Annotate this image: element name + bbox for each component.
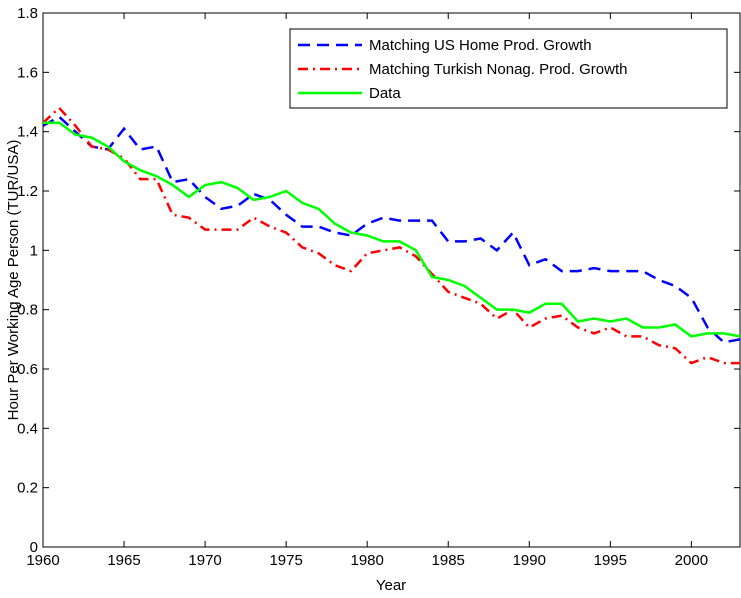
plot-content <box>42 12 741 548</box>
legend-box <box>289 28 728 109</box>
x-tick-label: 1985 <box>432 552 465 569</box>
legend-label: Data <box>369 85 401 102</box>
x-tick-label: 1960 <box>26 552 59 569</box>
y-axis-label: Hour Per Working Age Person (TUR/USA) <box>5 140 22 421</box>
y-tick-label: 0.8 <box>17 302 38 319</box>
legend: Matching US Home Prod. Growth Matching Tu… <box>298 37 627 102</box>
y-tick-label: 0.6 <box>17 361 38 378</box>
y-tick-label: 1.6 <box>17 64 38 81</box>
y-tick-label: 1.4 <box>17 124 38 141</box>
x-tick-label: 1995 <box>594 552 627 569</box>
x-tick-label: 1990 <box>513 552 546 569</box>
y-tick-label: 0.2 <box>17 480 38 497</box>
x-tick-label: 1980 <box>350 552 383 569</box>
x-tick-label: 1965 <box>107 552 140 569</box>
legend-label: Matching US Home Prod. Growth <box>369 37 592 54</box>
y-tick-label: 1.2 <box>17 183 38 200</box>
x-tick-label: 1970 <box>188 552 221 569</box>
x-axis-label: Year <box>376 577 406 594</box>
y-tick-label: 0 <box>30 539 38 556</box>
legend-label: Matching Turkish Nonag. Prod. Growth <box>369 61 627 78</box>
series-line <box>42 106 740 365</box>
y-tick-label: 1 <box>30 242 38 259</box>
series-line <box>42 115 741 344</box>
x-tick-label: 1975 <box>269 552 302 569</box>
y-tick-label: 1.8 <box>17 5 38 22</box>
y-tick-label: 0.4 <box>17 420 38 437</box>
x-tick-label: 2000 <box>675 552 708 569</box>
series-line <box>43 121 741 338</box>
